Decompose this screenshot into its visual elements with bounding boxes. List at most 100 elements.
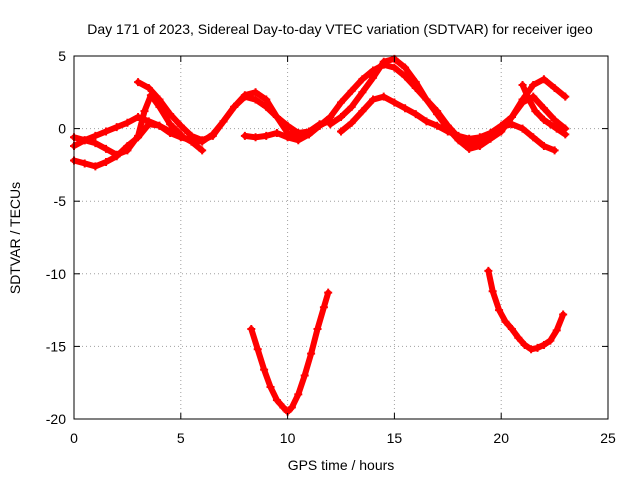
- data-point-track-j-5: [514, 333, 523, 342]
- data-point-track-f-21: [550, 83, 559, 92]
- data-point-track-g-13: [475, 133, 484, 142]
- data-point-track-c-3: [102, 144, 111, 153]
- data-point-track-i-9: [300, 371, 309, 380]
- data-point-track-i-5: [279, 403, 288, 412]
- x-tick-label-1: 5: [177, 430, 185, 446]
- data-point-track-h-2: [531, 107, 540, 116]
- y-tick-label-5: -20: [46, 411, 66, 427]
- data-point-track-h-1: [524, 95, 533, 104]
- x-tick-label-0: 0: [70, 430, 78, 446]
- data-point-track-d-5: [187, 131, 196, 140]
- data-point-track-j-2: [495, 306, 504, 315]
- data-point-track-b-1: [80, 159, 89, 168]
- data-point-track-e-7: [315, 121, 324, 130]
- data-point-track-b-9: [166, 127, 175, 136]
- chart-title: Day 171 of 2023, Sidereal Day-to-day VTE…: [87, 21, 593, 37]
- data-point-track-g-14: [486, 128, 495, 137]
- data-point-track-c-10: [166, 120, 175, 129]
- data-point-track-j-10: [546, 336, 555, 345]
- data-point-track-j-12: [559, 310, 568, 319]
- data-point-track-g-17: [518, 98, 527, 107]
- data-point-track-i-0: [247, 324, 256, 333]
- data-point-track-j-0: [484, 266, 493, 275]
- data-point-track-d-2: [155, 95, 164, 104]
- data-point-track-g-9: [433, 121, 442, 130]
- tick-layer: 0 5 10 15 20 25 5 0 -5 -10 -15 -20: [46, 48, 616, 446]
- data-point-track-i-13: [324, 288, 333, 297]
- x-tick-label-5: 25: [600, 430, 616, 446]
- y-tick-label-0: 5: [58, 48, 66, 64]
- data-point-track-f-4: [369, 73, 378, 82]
- data-point-track-d-12: [262, 95, 271, 104]
- data-point-track-i-3: [266, 383, 275, 392]
- data-point-track-f-7: [401, 63, 410, 72]
- data-point-track-g-1: [347, 118, 356, 127]
- data-point-track-i-2: [260, 365, 269, 374]
- data-point-track-e-15: [401, 72, 410, 81]
- data-point-track-f-20: [539, 75, 548, 84]
- data-point-track-f-3: [358, 88, 367, 97]
- data-point-track-g-16: [507, 112, 516, 121]
- data-point-track-e-5: [294, 136, 303, 145]
- data-point-track-e-26: [518, 124, 527, 133]
- data-point-track-d-3: [166, 110, 175, 119]
- data-point-track-j-4: [507, 324, 516, 333]
- data-point-track-c-2: [91, 139, 100, 148]
- data-point-track-d-11: [251, 88, 260, 97]
- x-tick-label-3: 15: [387, 430, 403, 446]
- data-point-track-h-3: [539, 115, 548, 124]
- data-point-track-d-8: [219, 117, 228, 126]
- series-layer: [70, 54, 570, 416]
- data-point-track-g-2: [358, 107, 367, 116]
- data-point-track-f-13: [465, 144, 474, 153]
- data-point-track-h-6: [561, 130, 570, 139]
- plot-frame: [73, 55, 609, 420]
- y-tick-label-2: -5: [54, 193, 67, 209]
- data-point-track-i-1: [253, 345, 262, 354]
- data-point-track-a-17: [251, 95, 260, 104]
- data-point-track-e-28: [539, 142, 548, 151]
- data-point-track-j-9: [539, 340, 548, 349]
- data-point-track-e-8: [326, 112, 335, 121]
- data-point-track-g-19: [539, 104, 548, 113]
- data-point-track-c-7: [140, 107, 149, 116]
- data-point-track-e-6: [304, 130, 313, 139]
- data-point-track-i-4: [272, 396, 281, 405]
- data-point-track-f-0: [326, 120, 335, 129]
- data-point-track-d-6: [198, 136, 207, 145]
- x-tick-label-4: 20: [493, 430, 509, 446]
- data-point-track-i-12: [319, 303, 328, 312]
- data-point-track-c-5: [123, 146, 132, 155]
- data-point-track-i-8: [294, 390, 303, 399]
- data-point-track-e-1: [251, 133, 260, 142]
- x-axis-label: GPS time / hours: [288, 457, 395, 473]
- data-point-track-a-5: [123, 118, 132, 127]
- data-point-track-e-11: [358, 75, 367, 84]
- data-point-track-d-0: [134, 78, 143, 87]
- data-point-track-d-7: [208, 131, 217, 140]
- data-point-track-e-10: [347, 86, 356, 95]
- series-track-j: [484, 266, 568, 354]
- data-point-track-f-10: [433, 110, 442, 119]
- data-point-track-d-1: [144, 83, 153, 92]
- data-point-track-b-12: [198, 146, 207, 155]
- data-point-track-g-11: [454, 131, 463, 140]
- data-point-track-c-1: [80, 136, 89, 145]
- data-point-track-g-7: [411, 110, 420, 119]
- data-point-track-g-4: [379, 92, 388, 101]
- data-point-track-g-0: [337, 127, 345, 136]
- data-point-track-g-15: [497, 121, 506, 130]
- data-point-track-j-7: [527, 345, 536, 354]
- data-point-track-f-9: [422, 95, 431, 104]
- grid-layer: [74, 56, 608, 419]
- data-point-track-f-2: [347, 102, 356, 111]
- data-point-track-f-14: [475, 142, 484, 151]
- y-tick-label-3: -10: [46, 266, 66, 282]
- data-point-track-g-5: [390, 98, 399, 107]
- data-point-track-i-7: [287, 403, 296, 412]
- data-point-track-j-1: [488, 287, 497, 296]
- series-track-h: [518, 81, 570, 139]
- data-point-track-a-4: [112, 123, 121, 132]
